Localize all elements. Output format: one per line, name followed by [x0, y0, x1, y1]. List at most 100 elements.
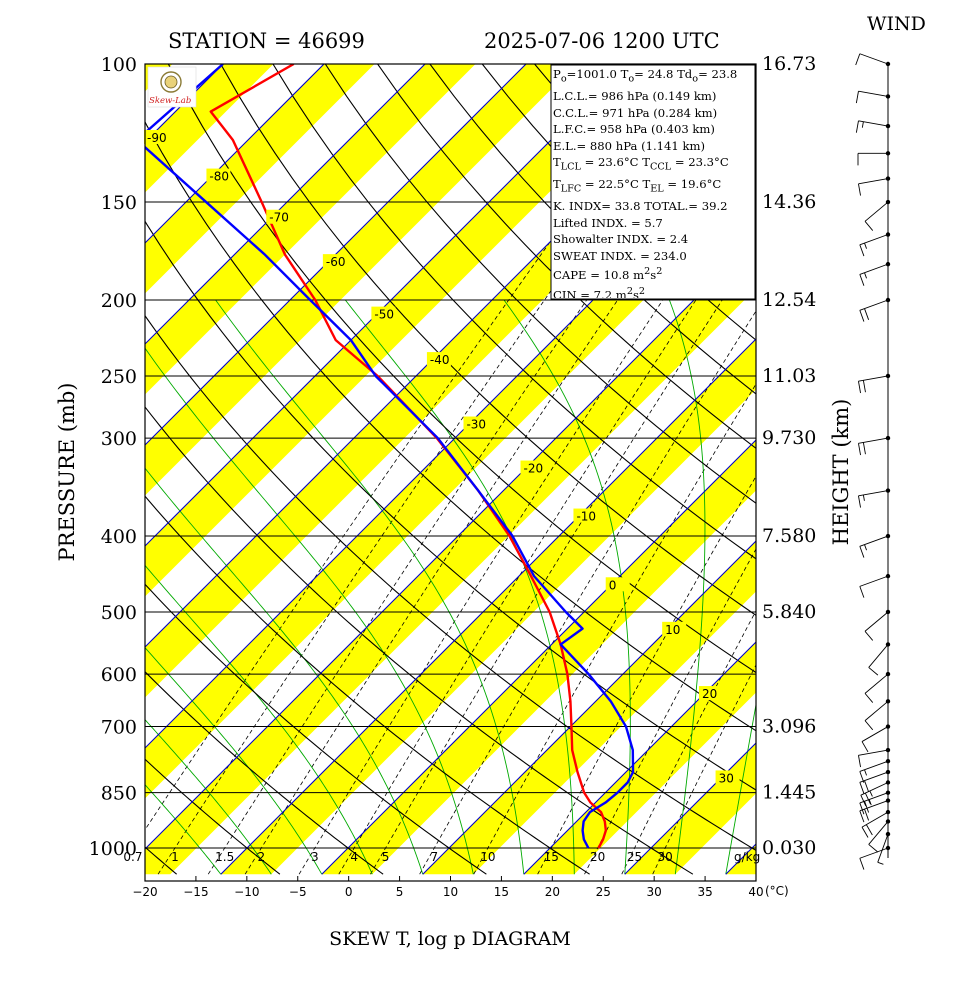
- wind-station-dot: [885, 261, 891, 267]
- wind-barb-shaft: [858, 90, 889, 97]
- mixing-ratio-label: 30: [658, 850, 673, 864]
- mixing-ratio-label: 10: [480, 850, 495, 864]
- index-row: Po=1001.0 To= 24.8 Tdo= 23.8: [553, 67, 738, 85]
- wind-barb-feather: [864, 544, 867, 551]
- x-tick-label: 25: [596, 885, 611, 899]
- height-axis: 16.73 14.36 12.54 11.03 9.730 7.580 5.840 3.096…: [762, 53, 816, 859]
- x-tick-label: 15: [494, 885, 509, 899]
- wind-barb-feather: [864, 801, 870, 813]
- isotherm-line: [145, 64, 628, 547]
- wind-barb-feather: [859, 810, 865, 823]
- pressure-tick-label: 100: [101, 54, 137, 76]
- logo-text: Skew-Lab: [149, 96, 191, 106]
- pressure-axis: 100 150 200 250 300 400 500 600 700 850 1000: [89, 54, 137, 860]
- isotherm-band: [145, 64, 274, 193]
- isotherm-label: -80: [209, 170, 229, 184]
- height-tick-label: 1.445: [762, 782, 816, 804]
- height-tick-label: 0.030: [762, 837, 816, 859]
- wind-barb-feather: [855, 91, 859, 104]
- moist-adiabat-line: [668, 299, 706, 875]
- index-row: K. INDX= 33.8 TOTAL.= 39.2: [553, 199, 728, 214]
- isotherm-label-bg: [206, 168, 231, 183]
- moist-adiabat-line: [145, 467, 424, 875]
- wind-station-dot: [885, 488, 891, 493]
- wind-barb-feather: [864, 308, 870, 320]
- moist-adiabat-line: [145, 646, 323, 875]
- dry-adiabat-line: [145, 495, 590, 875]
- wind-barb-feather: [864, 242, 867, 249]
- mixing-ratio-label: 5: [382, 850, 390, 864]
- wind-barb-feather: [864, 808, 870, 821]
- wind-barb-shaft: [861, 811, 889, 828]
- x-tick-label: −5: [289, 885, 307, 899]
- mixing-ratio-label: 3: [311, 850, 319, 864]
- x-tick-label: −15: [183, 885, 208, 899]
- wind-barb-feather: [859, 802, 865, 815]
- isotherm-label: -50: [374, 308, 394, 322]
- isotherm-band: [145, 238, 756, 875]
- x-tick-label: 30: [647, 885, 662, 899]
- isotherm-label: -10: [576, 510, 596, 524]
- mixing-ratio-lines: [145, 80, 756, 875]
- wind-barb-feather: [877, 861, 884, 865]
- moist-adiabat-line: [145, 564, 373, 875]
- height-tick-label: 16.73: [762, 53, 816, 75]
- index-row: L.C.L.= 986 hPa (0.149 km): [553, 88, 717, 103]
- wind-barb-feather: [858, 495, 861, 508]
- wind-barb-feather: [859, 858, 865, 870]
- isotherm-label-bg: [662, 621, 687, 636]
- pressure-tick-label: 700: [101, 717, 137, 739]
- wind-barb-feather: [860, 794, 867, 807]
- moist-adiabat-line: [503, 299, 631, 875]
- mixing-ratio-label: 0.7: [123, 850, 142, 864]
- wind-barb-shaft: [877, 833, 889, 863]
- wind-barb-feather: [859, 244, 865, 257]
- mixing-ratio-line: [244, 98, 756, 875]
- x-tick-label: 20: [545, 885, 560, 899]
- datetime-title: 2025-07-06 1200 UTC: [484, 29, 720, 53]
- wind-barb-shaft: [858, 490, 889, 497]
- index-row: E.L.= 880 hPa (1.141 km): [553, 138, 706, 153]
- mixing-ratio-line: [370, 247, 756, 875]
- mixing-ratio-label: 25: [627, 850, 642, 864]
- mixing-ratio-labels: 0.7 1 1.5 2 3 4 5 7 10 15 20 25 30 g/kg: [123, 850, 760, 864]
- wind-barb-shaft: [859, 760, 889, 772]
- mixing-ratio-line: [338, 208, 756, 875]
- mixing-ratio-line: [473, 383, 756, 875]
- dewpoint-profile: [145, 64, 635, 849]
- isotherm-label: 10: [665, 623, 680, 637]
- wind-barb-feather: [858, 183, 861, 196]
- x-tick-label: 5: [396, 885, 404, 899]
- wind-barb-feather: [855, 120, 859, 133]
- moist-adiabat-line: [145, 784, 222, 875]
- wind-barb-shaft: [859, 263, 889, 275]
- pressure-tick-label: 500: [101, 602, 137, 624]
- lab-logo: Skew-Lab: [147, 66, 197, 108]
- moist-adiabat-line: [145, 347, 474, 875]
- dry-adiabat-line: [377, 64, 756, 449]
- dry-adiabat-line: [145, 314, 756, 852]
- wind-barb-feather: [859, 586, 865, 598]
- wind-barb-shaft: [868, 821, 889, 845]
- isotherm-line: [220, 338, 756, 875]
- pressure-tick-label: 250: [101, 366, 137, 388]
- wind-barb-shaft: [859, 53, 889, 65]
- index-row: TLFC = 22.5°C TEL = 19.6°C: [553, 177, 722, 195]
- diagram-title: SKEW T, log p DIAGRAM: [329, 928, 571, 950]
- wind-barb-feather: [862, 494, 865, 501]
- x-tick-label: 10: [443, 885, 458, 899]
- x-tick-label: 40: [748, 885, 763, 899]
- wind-barb-shaft: [858, 437, 889, 444]
- isotherm-label: 0: [609, 578, 617, 592]
- isotherm-label-bg: [426, 352, 451, 367]
- dry-adiabat-line: [145, 120, 756, 732]
- wind-barb-feather: [862, 442, 866, 455]
- wind-barb-shaft: [864, 673, 889, 694]
- isotherm-label: 30: [719, 771, 734, 785]
- wind-barb-feather: [868, 799, 872, 806]
- isotherm-label-bg: [715, 770, 740, 785]
- height-tick-label: 5.840: [762, 601, 816, 623]
- mixing-ratio-line: [298, 160, 756, 875]
- isotherm-label-bg: [322, 254, 347, 269]
